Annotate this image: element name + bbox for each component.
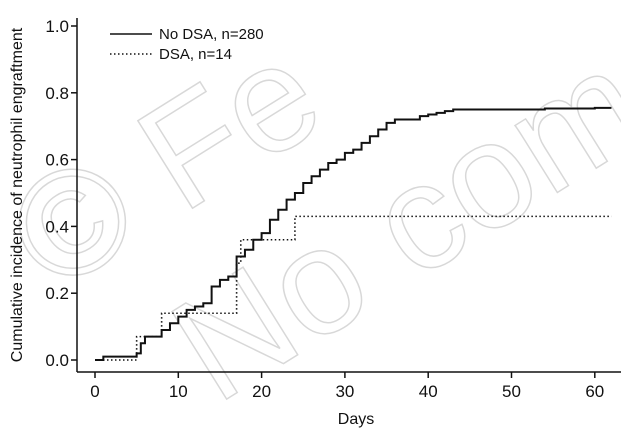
y-tick-label: 0.4 [45, 217, 69, 236]
series-line-dsa [95, 215, 612, 361]
x-tick-label: 50 [502, 382, 521, 401]
x-axis-title: Days [338, 411, 374, 428]
y-tick-label: 0.8 [45, 84, 69, 103]
x-tick-label: 20 [252, 382, 271, 401]
x-tick-label: 30 [335, 382, 354, 401]
series-group [95, 106, 612, 361]
legend-label-dsa: DSA, n=14 [159, 46, 232, 63]
y-tick-label: 1.0 [45, 17, 69, 36]
x-ticks: 0 10 20 30 40 50 60 [90, 372, 604, 401]
y-axis-title: Cumulative incidence of neutrophil engra… [9, 27, 26, 362]
series-line-no-dsa [95, 106, 612, 361]
legend-label-no-dsa: No DSA, n=280 [159, 26, 264, 43]
x-tick-label: 60 [585, 382, 604, 401]
y-tick-label: 0.0 [45, 351, 69, 370]
watermark: © Fe No com [0, 6, 621, 428]
x-tick-label: 10 [169, 382, 188, 401]
x-tick-label: 40 [419, 382, 438, 401]
y-tick-label: 0.6 [45, 151, 69, 170]
legend: No DSA, n=280 DSA, n=14 [110, 26, 264, 63]
y-tick-label: 0.2 [45, 284, 69, 303]
y-ticks: 0.0 0.2 0.4 0.6 0.8 1.0 [45, 17, 77, 370]
x-tick-label: 0 [90, 382, 99, 401]
